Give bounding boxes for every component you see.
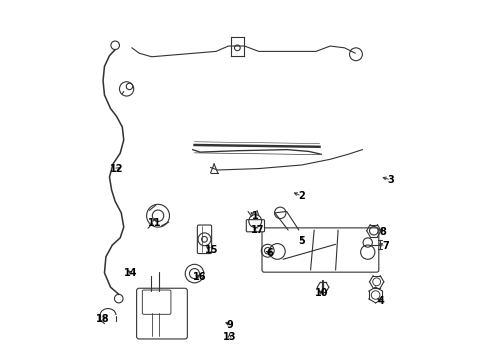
Text: 5: 5 xyxy=(298,236,305,246)
Text: 17: 17 xyxy=(251,225,264,235)
Text: 14: 14 xyxy=(124,268,137,278)
Text: 15: 15 xyxy=(204,245,218,255)
FancyBboxPatch shape xyxy=(142,290,171,314)
Text: 1: 1 xyxy=(251,211,258,221)
FancyBboxPatch shape xyxy=(136,288,187,339)
Text: 7: 7 xyxy=(382,241,388,251)
Text: 4: 4 xyxy=(377,296,384,306)
FancyBboxPatch shape xyxy=(246,220,264,232)
Text: 11: 11 xyxy=(147,218,161,228)
Text: 10: 10 xyxy=(314,288,327,297)
Text: 2: 2 xyxy=(298,191,305,201)
FancyBboxPatch shape xyxy=(262,228,378,272)
Text: 13: 13 xyxy=(223,332,236,342)
FancyBboxPatch shape xyxy=(197,225,211,253)
Text: 3: 3 xyxy=(387,175,393,185)
Text: 12: 12 xyxy=(110,164,123,174)
Text: 9: 9 xyxy=(226,320,233,330)
Text: 16: 16 xyxy=(193,272,206,282)
Text: 6: 6 xyxy=(266,248,273,258)
Text: 18: 18 xyxy=(95,314,109,324)
Text: 8: 8 xyxy=(379,227,386,237)
